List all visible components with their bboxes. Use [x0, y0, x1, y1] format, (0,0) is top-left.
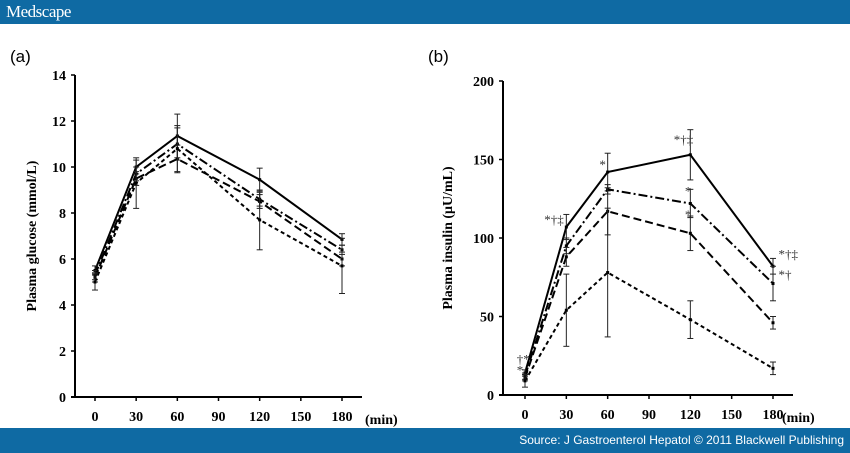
significance-annotation: *†‡: [544, 212, 564, 227]
series-solid: [522, 129, 776, 377]
significance-annotation: *†: [779, 267, 793, 282]
series-short-dash: [92, 125, 345, 294]
y-tick-label: 0: [59, 391, 66, 406]
data-point: [606, 170, 610, 174]
data-point: [523, 379, 527, 383]
x-tick-label: 180: [332, 410, 353, 425]
data-point: [258, 178, 262, 182]
x-tick-label: 90: [212, 410, 226, 425]
panel-label: (b): [428, 47, 449, 66]
data-point: [564, 255, 568, 259]
y-tick-label: 14: [52, 69, 66, 84]
significance-annotation: *†‡: [779, 246, 799, 261]
series-line: [94, 142, 343, 276]
series-short-dash: [522, 207, 776, 388]
series-line: [94, 147, 343, 283]
data-point: [340, 264, 344, 268]
data-point: [175, 147, 179, 151]
significance-annotation: *: [685, 207, 692, 222]
y-tick-label: 10: [52, 161, 66, 176]
data-point: [606, 271, 610, 275]
significance-annotation: *: [685, 184, 692, 199]
x-tick-label: 60: [170, 410, 184, 425]
data-point: [564, 225, 568, 229]
chart-panel-b: (b) 0 50 100 150 200 0 30 60 90 120 150 180(min) Plas…: [428, 47, 815, 426]
significance-annotation: †*: [517, 352, 530, 367]
y-tick-label: 12: [52, 115, 66, 130]
data-point: [771, 366, 775, 370]
y-tick-label: 100: [473, 232, 494, 247]
x-tick-label: 30: [559, 408, 573, 423]
y-tick-label: 4: [59, 299, 66, 314]
x-tick-label: 150: [721, 408, 742, 423]
x-tick-label: 0: [522, 408, 529, 423]
series-line: [94, 157, 343, 278]
y-tick-label: 50: [480, 311, 494, 326]
x-tick-label: 150: [290, 410, 311, 425]
series-line: [524, 153, 774, 374]
data-point: [564, 308, 568, 312]
data-point: [771, 282, 775, 286]
data-point: [688, 318, 692, 322]
y-tick-label: 150: [473, 154, 494, 169]
data-point: [688, 231, 692, 235]
y-axis-label: Plasma glucose (mmol/L): [25, 160, 40, 311]
series-line: [524, 210, 774, 379]
significance-annotation: *: [517, 363, 524, 378]
data-point: [93, 280, 97, 284]
data-point: [688, 153, 692, 157]
chart-panel-a: (a) 0 2 4 6 8 10 12 14 0 30 60 90 120 150 180 (min) Plasm…: [10, 47, 398, 428]
x-tick-label: 60: [601, 408, 615, 423]
x-tick-label: 180: [763, 408, 784, 423]
data-point: [134, 181, 138, 185]
data-point: [258, 218, 262, 222]
medscape-logo[interactable]: Medscape: [6, 2, 71, 21]
significance-annotation: *†‡: [674, 132, 694, 147]
data-point: [688, 201, 692, 205]
series-dash-dot: [92, 127, 345, 281]
footer-bar: Source: J Gastroenterol Hepatol © 2011 B…: [0, 428, 850, 453]
series-line: [94, 134, 343, 271]
x-axis-label: (min): [782, 411, 815, 426]
y-tick-label: 0: [487, 389, 494, 404]
x-tick-label: 0: [92, 410, 99, 425]
x-axis-label: (min): [365, 413, 398, 428]
x-tick-label: 30: [129, 410, 143, 425]
y-tick-label: 200: [473, 75, 494, 90]
header-bar: Medscape: [0, 0, 850, 24]
y-tick-label: 6: [59, 253, 66, 268]
y-tick-label: 8: [59, 207, 66, 222]
y-tick-label: 2: [59, 345, 66, 360]
x-tick-label: 90: [642, 408, 656, 423]
source-citation: Source: J Gastroenterol Hepatol © 2011 B…: [519, 433, 844, 447]
series-line: [524, 271, 774, 382]
y-axis-label: Plasma insulin (μU/mL): [441, 166, 456, 310]
data-point: [771, 321, 775, 325]
panel-label: (a): [10, 47, 31, 66]
significance-annotation: *: [599, 157, 606, 172]
x-tick-label: 120: [680, 408, 701, 423]
data-point: [564, 244, 568, 248]
x-tick-label: 120: [249, 410, 270, 425]
